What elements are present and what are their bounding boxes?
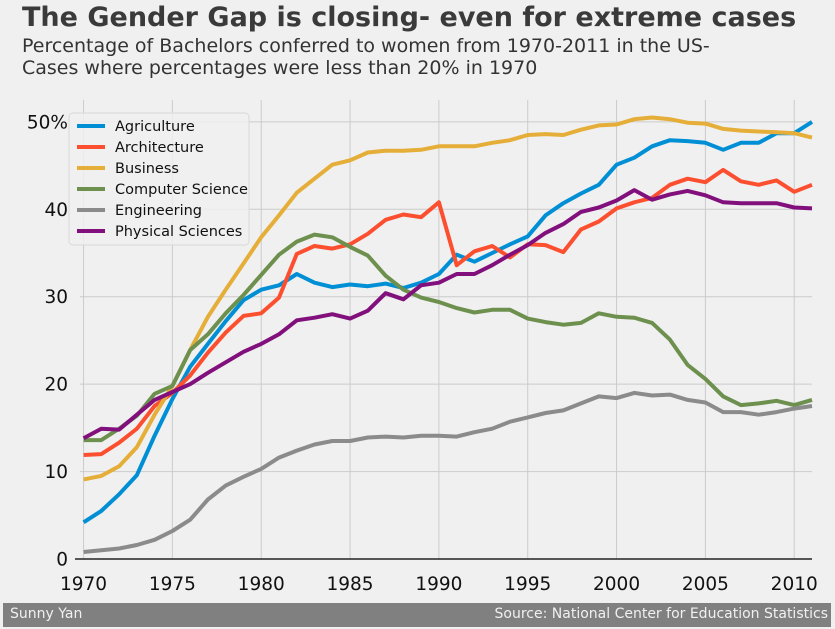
x-tick-label: 2000: [593, 574, 640, 595]
footer-bar: Sunny Yan Source: National Center for Ed…: [3, 603, 831, 627]
subtitle-line-2: Cases where percentages were less than 2…: [22, 57, 538, 79]
x-axis-ticks: 1970 1975 1980 1985 1990 1995 2000 2005 2010: [60, 574, 818, 595]
y-tick-label: 40: [44, 200, 68, 221]
legend-label: Architecture: [115, 140, 204, 156]
legend[interactable]: Agriculture Architecture Business Computer …: [68, 112, 250, 246]
series-line-architecture[interactable]: [83, 167, 813, 457]
legend-label: Agriculture: [115, 119, 195, 135]
legend-label: Business: [115, 161, 179, 177]
series-line-computer-science[interactable]: [83, 232, 813, 443]
series-lines: [82, 115, 814, 554]
y-tick-label: 30: [44, 287, 68, 308]
x-tick-label: 1970: [60, 574, 107, 595]
x-tick-label: 1995: [504, 574, 551, 595]
subtitle-line-1: Percentage of Bachelors conferred to wom…: [22, 35, 710, 57]
footer-author: Sunny Yan: [10, 606, 83, 622]
chart-subtitle: Percentage of Bachelors conferred to wom…: [22, 35, 710, 79]
series-line-agriculture[interactable]: [82, 120, 814, 524]
y-tick-label: 0: [56, 550, 68, 571]
legend-box: [68, 112, 250, 246]
x-tick-label: 1985: [327, 574, 374, 595]
x-tick-label: 2010: [771, 574, 818, 595]
legend-label: Engineering: [115, 203, 202, 219]
chart-title: The Gender Gap is closing- even for extr…: [22, 2, 797, 33]
y-tick-label: 20: [44, 375, 68, 396]
x-tick-label: 1990: [415, 574, 462, 595]
legend-label: Physical Sciences: [115, 224, 242, 240]
series-line-physical-sciences[interactable]: [82, 188, 813, 441]
y-axis-ticks: 0 10 20 30 40 50%: [27, 112, 68, 570]
x-tick-label: 1975: [149, 574, 196, 595]
y-tick-label: 50%: [27, 112, 68, 133]
series-line-business[interactable]: [83, 115, 813, 482]
y-tick-label: 10: [44, 462, 68, 483]
x-tick-label: 2005: [682, 574, 729, 595]
x-tick-label: 1980: [238, 574, 285, 595]
legend-label: Computer Science: [115, 182, 248, 198]
series-line-engineering[interactable]: [83, 390, 813, 554]
footer-source: Source: National Center for Education St…: [494, 606, 828, 622]
